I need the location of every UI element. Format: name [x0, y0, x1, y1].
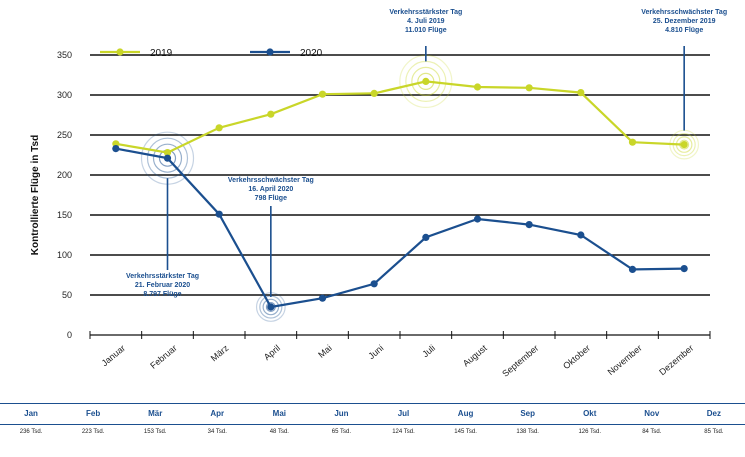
data-point-2019: [422, 77, 430, 85]
annotation-text: 11.010 Flüge: [405, 27, 447, 34]
highlight-ring: [262, 298, 280, 316]
data-point-2020: [525, 221, 533, 229]
table-month: Mär: [148, 409, 163, 418]
x-tick-label: Februar: [148, 343, 179, 371]
data-point-2020: [112, 145, 120, 153]
series-line-2019: [115, 80, 685, 154]
data-point-2020: [577, 231, 585, 239]
table-month: Dez: [706, 409, 722, 418]
table-values-row: 236 Tsd. 223 Tsd. 153 Tsd. 34 Tsd. 48 Ts…: [0, 425, 745, 439]
table-value: 34 Tsd.: [207, 429, 227, 435]
x-tick-label: April: [262, 343, 282, 362]
x-tick-label: Juni: [366, 343, 385, 361]
table-month: Feb: [86, 409, 101, 418]
table-month: Aug: [457, 409, 474, 418]
y-tick-label: 150: [57, 210, 72, 220]
legend-swatch-marker: [266, 48, 274, 56]
highlight-ring: [411, 66, 441, 97]
data-point-2020: [318, 294, 327, 302]
table-value: 85 Tsd.: [704, 429, 724, 435]
x-tick-label: Januar: [100, 343, 128, 368]
data-point-2019: [628, 138, 637, 146]
table-value: 145 Tsd.: [454, 429, 477, 435]
highlight-ring: [152, 143, 183, 173]
table-value: 126 Tsd.: [578, 429, 602, 435]
data-point-2019: [525, 84, 533, 92]
annotation-text: Verkehrsschwächster Tag: [641, 9, 727, 16]
legend-swatch-marker: [116, 48, 124, 56]
table-mid-rule: [0, 424, 745, 425]
table-month: Okt: [583, 409, 597, 418]
data-point-2020: [680, 265, 688, 273]
line-chart: 0 50 100 150 200 250 300 350 Januar Februar März Ap…: [30, 9, 727, 379]
data-point-2020: [215, 210, 223, 218]
data-point-2020: [422, 233, 430, 241]
data-point-2020: [370, 280, 378, 288]
x-tick-label: November: [606, 343, 644, 377]
data-point-2019: [680, 141, 688, 149]
y-tick-label: 100: [57, 250, 72, 260]
y-tick-label: 0: [67, 330, 72, 340]
annotation-text: Verkehrsstärkster Tag: [126, 273, 199, 280]
annotation-text: Verkehrsschwächster Tag: [228, 177, 314, 184]
x-tick-label: Dezember: [657, 343, 695, 377]
annotation-text: 21. Februar 2020: [135, 282, 190, 289]
y-tick-label: 350: [57, 50, 72, 60]
table-top-rule: [0, 403, 745, 404]
annotation-text: 4.810 Flüge: [665, 27, 703, 34]
data-point-2019: [267, 110, 275, 118]
y-tick-label: 50: [62, 290, 72, 300]
legend-label: 2019: [150, 48, 173, 59]
data-point-2019: [473, 83, 482, 91]
x-tick-label: September: [500, 343, 540, 379]
table-months-row: Jan Feb Mär Apr Mai Jun Jul Aug Sep Okt …: [0, 404, 745, 424]
table-value: 236 Tsd.: [19, 429, 43, 435]
monthly-table: Jan Feb Mär Apr Mai Jun Jul Aug Sep Okt …: [0, 403, 745, 439]
annotation-text: Verkehrsstärkster Tag: [389, 9, 462, 16]
annotation-text: 8.797 Flüge: [143, 291, 181, 298]
y-axis-title: Kontrollierte Flüge in Tsd: [30, 135, 41, 255]
table-month: Jun: [334, 409, 349, 418]
data-point-2019: [577, 89, 585, 97]
y-tick-label: 300: [57, 90, 72, 100]
table-month: Apr: [210, 409, 225, 418]
table-month: Nov: [644, 409, 660, 418]
table-value: 48 Tsd.: [269, 429, 289, 435]
table-month: Mai: [272, 409, 287, 418]
annotation-text: 4. Juli 2019: [407, 18, 444, 25]
series-line-2020: [115, 147, 685, 309]
table-value: 153 Tsd.: [143, 429, 167, 435]
legend-label: 2020: [300, 48, 323, 59]
table-value: 65 Tsd.: [331, 429, 352, 435]
annotation-text: 798 Flüge: [255, 195, 287, 202]
table-month: Sep: [520, 409, 535, 418]
table-value: 138 Tsd.: [516, 429, 539, 435]
x-tick-label: März: [209, 343, 231, 364]
data-point-2019: [163, 149, 172, 157]
table-month: Jan: [24, 409, 38, 418]
annotation-text: 25. Dezember 2019: [653, 18, 716, 25]
y-tick-label: 200: [57, 170, 72, 180]
table-month: Jul: [397, 409, 410, 418]
data-point-2020: [628, 265, 637, 273]
table-value: 223 Tsd.: [81, 429, 105, 435]
data-point-2020: [473, 215, 482, 223]
y-tick-label: 250: [57, 130, 72, 140]
data-point-2019: [318, 90, 327, 98]
table-value: 124 Tsd.: [392, 429, 415, 435]
x-tick-label: August: [461, 343, 489, 369]
x-tick-label: Juli: [420, 343, 437, 359]
table-value: 84 Tsd.: [642, 429, 662, 435]
x-tick-label: Oktober: [561, 343, 592, 371]
data-point-2019: [370, 89, 378, 97]
x-tick-label: Mai: [316, 343, 334, 360]
annotation-text: 16. April 2020: [248, 186, 293, 193]
data-point-2020: [267, 303, 275, 311]
data-point-2020: [163, 154, 172, 162]
data-point-2019: [215, 124, 223, 132]
